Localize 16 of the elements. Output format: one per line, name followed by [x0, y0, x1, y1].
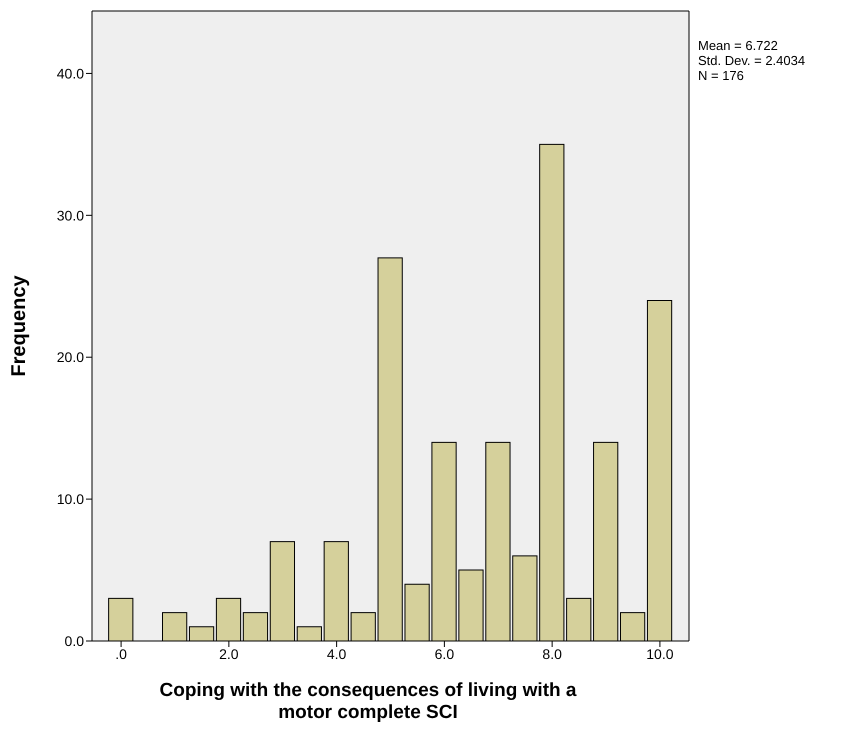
text: N = 176 [698, 68, 745, 83]
y-tick-label: 0.0 [64, 632, 84, 649]
x-axis-title: Coping with the consequences of living with a motor complete SCI [158, 680, 578, 724]
text: Mean = 6.722 [698, 38, 779, 53]
y-tick-label: 10.0 [56, 491, 84, 508]
y-tick-label: 30.0 [56, 207, 84, 224]
x-tick-label: 4.0 [326, 646, 347, 662]
x-tick-label: .0 [115, 646, 128, 662]
x-tick-label: 8.0 [542, 646, 562, 662]
y-tick-label: 20.0 [56, 349, 84, 366]
text: Std. Dev. = 2.4034 [698, 53, 806, 68]
y-tick-label: 40.0 [56, 65, 84, 82]
y-axis-title: Frequency [8, 274, 30, 377]
x-tick-label: 2.0 [219, 646, 239, 662]
x-tick-label: 6.0 [434, 646, 454, 662]
x-tick-label: 10.0 [646, 646, 674, 662]
